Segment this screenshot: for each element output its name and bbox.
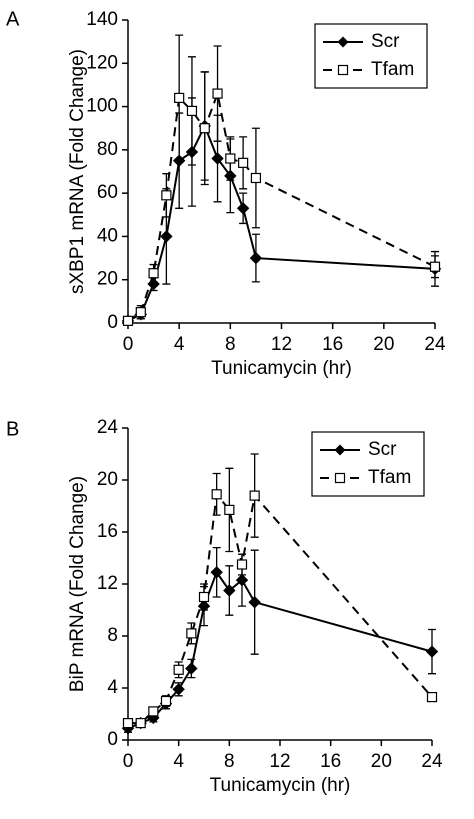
marker [135,307,146,318]
y-tick-label: 20 [97,469,118,490]
marker [122,717,134,729]
marker [249,490,260,501]
marker [160,695,172,707]
marker [185,662,198,675]
marker [225,153,236,164]
marker [238,157,249,168]
marker [198,591,210,603]
marker [212,88,223,99]
legend-marker [337,36,349,48]
marker [250,172,262,184]
y-tick-label: 20 [97,269,118,290]
marker [199,123,210,134]
x-tick-label: 0 [123,334,134,355]
marker [122,315,134,326]
marker [148,268,159,279]
legend-marker [337,64,349,76]
y-tick-label: 16 [97,521,118,542]
x-axis-title: Tunicamycin (hr) [211,358,352,379]
x-tick-label: 4 [174,334,185,355]
marker [211,489,222,500]
x-tick-label: 8 [224,751,235,772]
marker [235,573,249,587]
x-tick-label: 24 [421,751,443,772]
marker [160,230,173,243]
y-tick-label: 8 [107,625,118,646]
y-tick-label: 24 [97,417,119,438]
panel-label: B [6,418,19,440]
x-tick-label: 8 [225,334,236,355]
marker [425,645,439,658]
x-tick-label: 16 [320,751,341,772]
legend-marker [334,472,346,484]
marker [248,595,261,609]
x-tick-label: 12 [269,751,290,772]
marker [161,190,172,201]
legend-label: Scr [371,31,400,52]
x-tick-label: 20 [371,751,392,772]
marker [172,683,185,696]
marker [148,706,159,717]
y-tick-label: 120 [86,52,118,73]
marker [173,664,184,675]
y-tick-label: 140 [86,9,118,30]
panel-label: A [6,8,20,30]
marker [224,504,235,515]
y-tick-label: 80 [97,139,118,160]
x-tick-label: 24 [424,334,446,355]
series-line [127,123,436,322]
legend-label: Tfam [368,467,411,488]
legend-box [314,23,428,89]
y-tick-label: 40 [97,225,118,246]
x-tick-label: 12 [271,334,292,355]
x-tick-label: 0 [123,751,134,772]
y-tick-label: 12 [97,573,118,594]
marker [236,202,250,215]
marker [210,566,223,579]
series-line [127,89,436,322]
y-axis-title: BiP mRNA (Fold Change) [67,476,88,692]
marker [186,628,197,639]
y-tick-label: 100 [86,96,118,117]
x-tick-label: 4 [173,751,184,772]
legend-marker [334,444,346,456]
y-tick-label: 0 [107,312,118,333]
y-axis-title: sXBP1 mRNA (Fold Change) [67,49,88,294]
legend-label: Tfam [371,59,414,80]
marker [236,559,248,570]
marker [174,92,185,104]
x-tick-label: 16 [322,334,343,355]
marker [426,691,438,703]
marker [249,251,263,265]
x-axis-title: Tunicamycin (hr) [210,775,351,796]
y-tick-label: 60 [97,182,118,203]
y-tick-label: 4 [107,677,118,698]
series-line [128,491,433,725]
marker [429,261,441,272]
legend-label: Scr [368,439,397,460]
marker [135,717,146,729]
marker [186,105,198,117]
series-line [127,570,433,730]
y-tick-label: 0 [107,729,118,750]
x-tick-label: 20 [373,334,394,355]
legend-box [311,431,425,497]
marker [211,152,224,165]
marker [223,584,236,597]
